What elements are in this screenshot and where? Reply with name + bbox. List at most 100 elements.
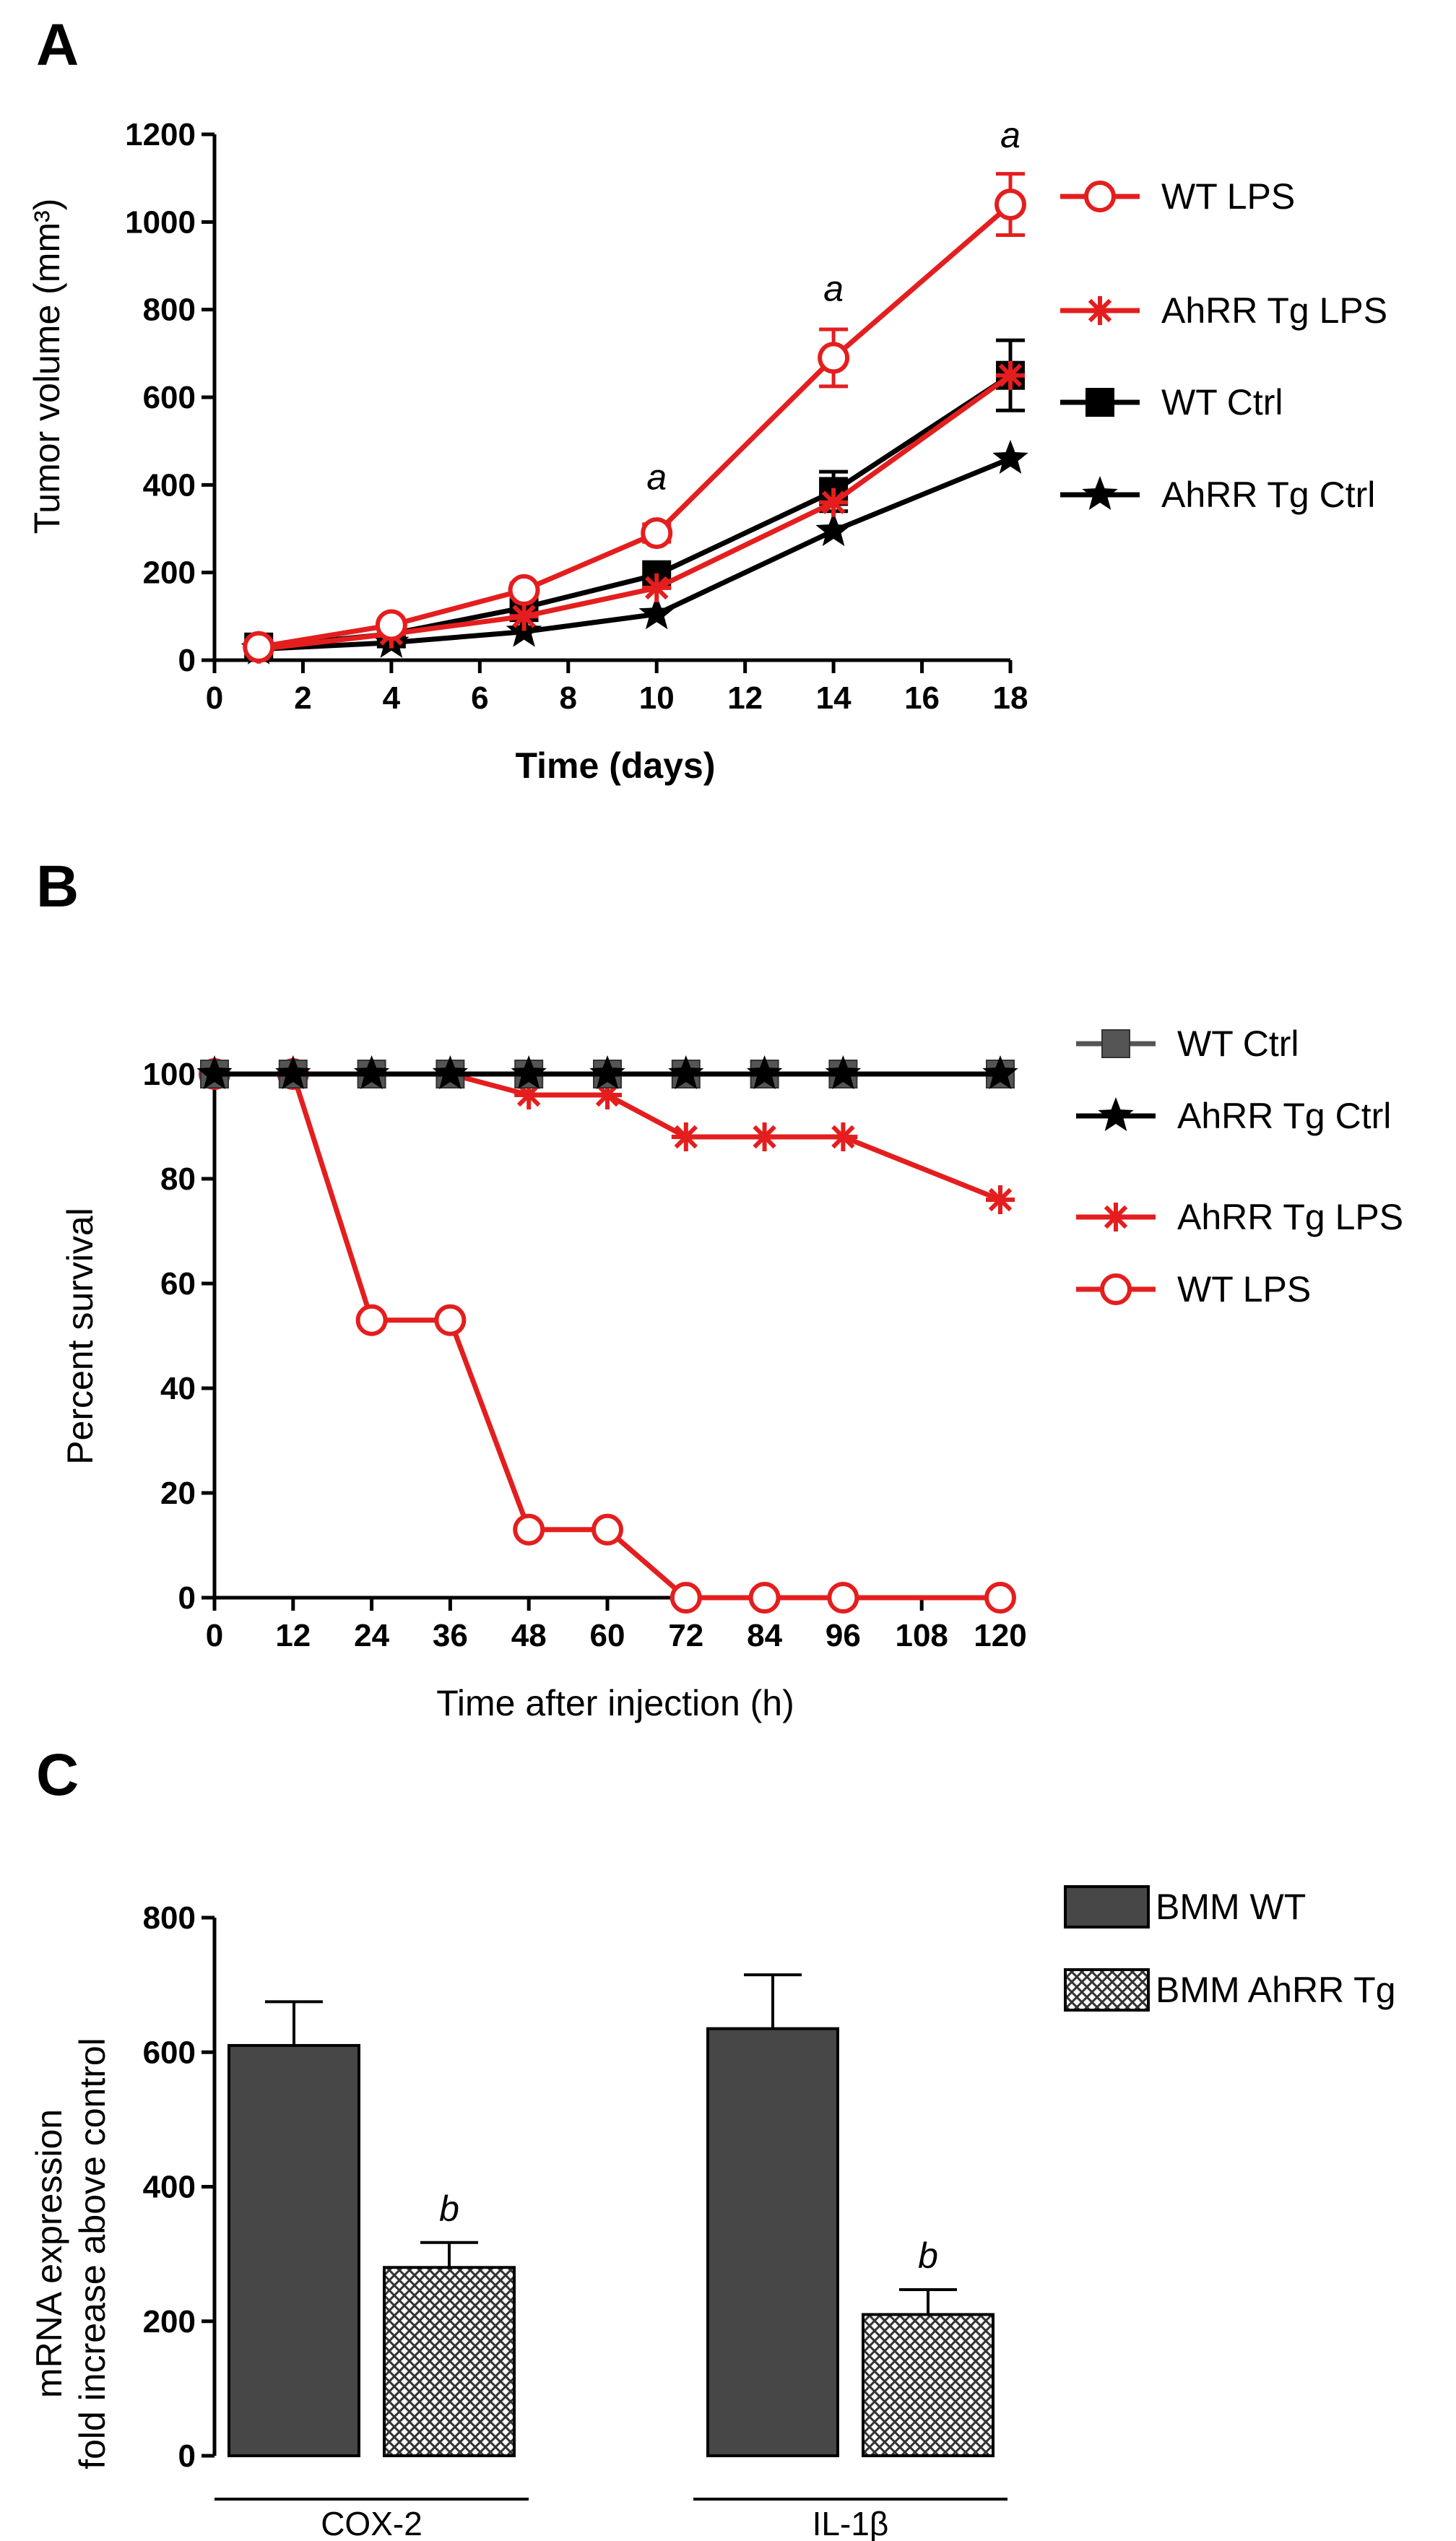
panel-c-bar-bmm-wt-cox-2 — [228, 2043, 360, 2457]
panel-b-x-tick-label: 60 — [590, 1618, 625, 1653]
panel-b-point-ahrr-tg-ctrl — [668, 1055, 704, 1089]
panel-a-x-tick-label: 8 — [560, 680, 577, 716]
panel-a-line-wt-lps — [258, 202, 1013, 650]
panel-a-point-wt-lps — [508, 573, 540, 606]
panel-letter-c: C — [36, 1742, 79, 1808]
panel-c-legend-swatch — [1064, 1968, 1150, 2012]
panel-a-significance-label: a — [646, 456, 667, 497]
panel-c-bar-bmm-wt-il-1 — [706, 2027, 839, 2457]
panel-a-line-ahrr-tg-ctrl — [259, 456, 1012, 652]
panel-b-point-wt-lps — [748, 1582, 781, 1614]
panel-c-bar-bmm-ahrr-tg-il-1 — [862, 2313, 994, 2457]
panel-b-point-ahrr-tg-lps — [593, 1081, 622, 1109]
panel-b-point-ahrr-tg-lps — [986, 1185, 1015, 1214]
panel-b-y-tick-label: 80 — [160, 1161, 196, 1197]
panel-a-point-ahrr-tg-lps — [996, 360, 1025, 390]
panel-b-point-wt-lps — [355, 1304, 388, 1336]
panel-b-survival-chart: Percent survival Time after injection (h… — [60, 1023, 1403, 1723]
panel-c-y-tick-label: 0 — [178, 2438, 196, 2474]
panel-a-x-tick-label: 10 — [639, 680, 675, 716]
panel-b-x-tick-label: 48 — [511, 1618, 547, 1653]
panel-a-legend-item-ahrr-tg-lps: AhRR Tg LPS — [1060, 290, 1387, 331]
panel-b-legend-item-wt-ctrl: WT Ctrl — [1076, 1023, 1299, 1064]
panel-a-legend-marker — [1086, 388, 1114, 417]
panel-b-y-tick-label: 0 — [178, 1580, 196, 1616]
panel-letter-a: A — [36, 12, 79, 78]
panel-a-y-tick-label: 1200 — [125, 117, 196, 152]
panel-c-legend-item-bmm-wt: BMM WT — [1064, 1885, 1306, 1929]
panel-b-point-ahrr-tg-ctrl — [746, 1055, 783, 1089]
panel-a-line-wt-ctrl — [258, 373, 1012, 650]
panel-b-x-tick-label: 108 — [895, 1618, 948, 1653]
panel-a-point-ahrr-tg-lps — [642, 573, 672, 602]
panel-a-point-wt-lps — [243, 631, 275, 663]
panel-c-bar-bmm-ahrr-tg-cox-2 — [383, 2266, 516, 2457]
panel-a-y-tick-label: 0 — [178, 643, 196, 678]
panel-a-significance-label: a — [823, 269, 844, 309]
panel-b-legend-marker — [1098, 1097, 1134, 1131]
panel-c-significance-label: b — [918, 2235, 938, 2276]
panel-b-point-wt-lps — [827, 1582, 859, 1614]
panel-b-y-tick-label: 60 — [160, 1266, 196, 1302]
panel-c-y-tick-label: 200 — [143, 2304, 196, 2339]
panel-b-legend-label: AhRR Tg LPS — [1177, 1197, 1403, 1237]
panel-b-point-wt-lps — [434, 1304, 467, 1336]
panel-a-axes — [212, 134, 1010, 662]
panel-b-legend-label: WT LPS — [1177, 1269, 1311, 1310]
panel-c-legend-label: BMM AhRR Tg — [1156, 1970, 1396, 2010]
panel-a-x-tick-label: 0 — [206, 680, 223, 716]
panel-a-y-tick-label: 800 — [143, 293, 196, 328]
panel-b-point-ahrr-tg-ctrl — [511, 1055, 547, 1089]
panel-c-y-tick-label: 400 — [143, 2170, 196, 2205]
panel-a-legend-marker — [1084, 181, 1116, 212]
panel-c-legend-item-bmm-ahrr-tg: BMM AhRR Tg — [1064, 1968, 1396, 2012]
panel-c-y-axis-title-line2: fold increase above control — [72, 2038, 113, 2469]
panel-b-x-tick-label: 84 — [747, 1618, 782, 1653]
panel-b-x-tick-label: 72 — [668, 1618, 703, 1653]
panel-b-series-wt-lps — [199, 1058, 1016, 1614]
panel-c-y-tick-label: 600 — [143, 2035, 196, 2070]
panel-a-point-ahrr-tg-ctrl — [815, 512, 852, 547]
panel-a-point-ahrr-tg-lps — [819, 488, 849, 517]
panel-b-x-tick-label: 12 — [275, 1618, 311, 1653]
panel-b-point-wt-lps — [984, 1582, 1016, 1614]
panel-b-point-wt-lps — [513, 1513, 545, 1546]
panel-a-point-wt-lps — [818, 342, 850, 374]
panel-a-legend-label: AhRR Tg LPS — [1161, 290, 1387, 331]
panel-b-point-ahrr-tg-lps — [514, 1081, 544, 1109]
panel-b-point-ahrr-tg-lps — [671, 1122, 701, 1151]
panel-b-point-ahrr-tg-ctrl — [589, 1055, 625, 1089]
panel-b-line-wt-lps — [214, 1071, 1000, 1601]
panel-b-legend-label: WT Ctrl — [1177, 1023, 1299, 1064]
panel-c-category-label: COX-2 — [321, 2505, 422, 2541]
panel-b-point-ahrr-tg-ctrl — [275, 1055, 311, 1089]
panel-a-point-wt-lps — [641, 517, 673, 550]
panel-a-x-tick-label: 12 — [727, 680, 763, 716]
panel-a-x-tick-label: 18 — [993, 680, 1028, 716]
panel-a-significance-label: a — [1000, 115, 1020, 155]
panel-b-x-tick-label: 24 — [354, 1618, 389, 1653]
panel-b-point-ahrr-tg-lps — [828, 1122, 858, 1151]
panel-c-legend-label: BMM WT — [1156, 1887, 1306, 1927]
panel-a-series-wt-lps — [243, 172, 1026, 663]
panel-a-x-axis-title: Time (days) — [516, 745, 716, 786]
panel-a-legend-item-ahrr-tg-ctrl: AhRR Tg Ctrl — [1060, 475, 1375, 515]
panel-a-tumor-volume-chart: Tumor volume (mm³) Time (days) 020040060… — [27, 115, 1387, 786]
panel-a-legend-marker — [1086, 296, 1114, 325]
panel-b-y-axis-title: Percent survival — [60, 1208, 100, 1465]
panel-a-point-ahrr-tg-ctrl — [638, 595, 675, 630]
panel-b-legend-item-wt-lps: WT LPS — [1076, 1269, 1311, 1310]
panel-a-x-tick-label: 2 — [294, 680, 311, 716]
panel-b-point-ahrr-tg-ctrl — [982, 1055, 1018, 1089]
panel-a-legend-label: WT Ctrl — [1161, 382, 1283, 423]
panel-a-x-tick-label: 6 — [471, 680, 488, 716]
panel-c-legend-swatch — [1064, 1885, 1150, 1929]
panel-a-y-tick-label: 600 — [143, 380, 196, 415]
panel-b-point-ahrr-tg-ctrl — [353, 1055, 390, 1089]
panel-c-y-axis-title-line1: mRNA expression — [29, 2109, 69, 2398]
panel-a-point-wt-lps — [375, 609, 407, 641]
panel-b-x-tick-label: 0 — [206, 1618, 223, 1653]
panel-a-point-ahrr-tg-lps — [509, 602, 539, 631]
panel-b-legend-item-ahrr-tg-lps: AhRR Tg LPS — [1076, 1197, 1403, 1237]
